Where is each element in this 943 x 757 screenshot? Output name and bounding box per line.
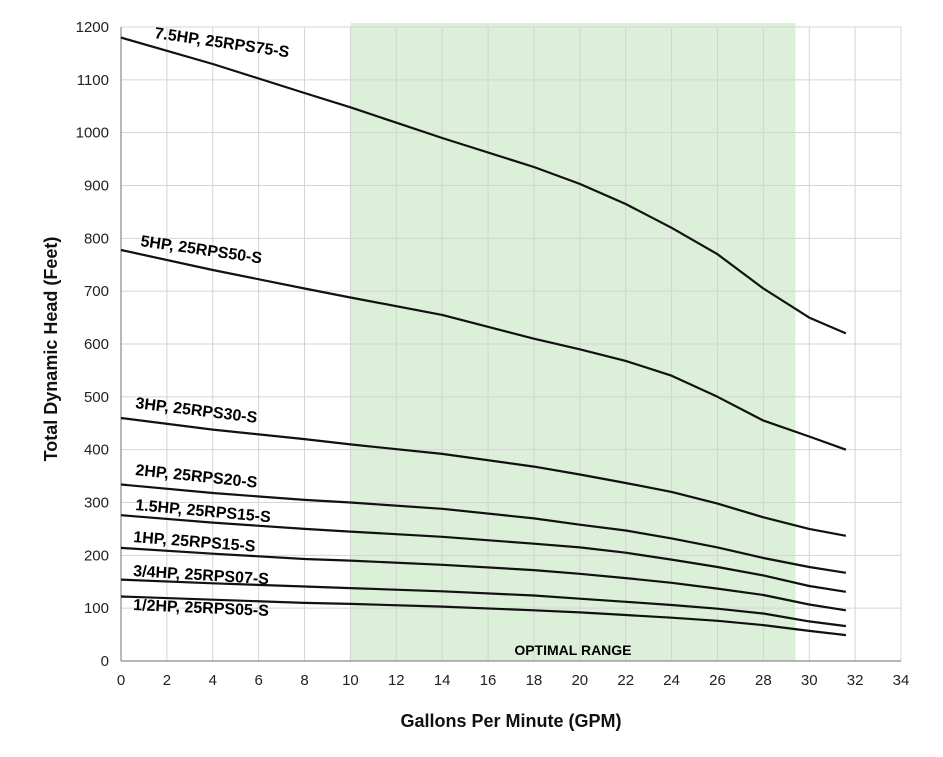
x-tick-label: 30 [801,672,818,689]
y-tick-label: 0 [101,653,109,670]
series-label: 1/2HP, 25RPS05-S [133,597,270,620]
y-tick-label: 700 [84,283,109,300]
series-line [120,248,847,451]
y-tick-label: 1200 [76,19,109,36]
series-label: 7.5HP, 25RPS75-S [153,25,290,61]
y-tick-label: 800 [84,230,109,247]
x-tick-label: 6 [254,672,262,689]
series-line [120,483,847,574]
gridlines [121,26,902,661]
y-tick-label: 300 [84,495,109,512]
series-line [120,416,847,537]
x-tick-label: 28 [755,672,772,689]
x-tick-label: 2 [163,672,171,689]
y-tick-label: 1100 [77,72,109,89]
series-line [120,514,847,593]
x-axis-title: Gallons Per Minute (GPM) [400,711,621,731]
y-axis-title: Total Dynamic Head (Feet) [41,237,61,462]
x-tick-label: 18 [526,672,543,689]
x-tick-label: 12 [388,672,405,689]
series-lines [120,36,847,637]
y-tick-label: 600 [84,336,109,353]
optimal-range-label: OPTIMAL RANGE [514,642,631,658]
x-tick-label: 22 [617,672,634,689]
x-tick-label: 0 [117,672,125,689]
x-tick-label: 10 [342,672,359,689]
y-tick-labels: 0 100 200 300 400 500 600 700 800 900 1000 1100 1200 [76,19,109,670]
axes [120,27,901,662]
x-tick-label: 4 [209,672,217,689]
y-tick-label: 500 [84,389,109,406]
x-tick-labels: 0 2 4 6 8 10 12 14 16 18 20 22 24 26 28 30 32 34 [117,672,910,689]
x-tick-label: 32 [847,672,864,689]
y-tick-label: 900 [84,178,109,195]
x-tick-label: 26 [709,672,726,689]
series-line [120,546,847,612]
x-tick-label: 24 [663,672,680,689]
x-tick-label: 16 [480,672,497,689]
y-tick-label: 400 [84,442,109,459]
x-tick-label: 14 [434,672,451,689]
y-tick-label: 200 [84,547,109,564]
y-tick-label: 1000 [76,125,109,142]
x-tick-label: 20 [571,672,588,689]
x-tick-label: 8 [300,672,308,689]
series-line [120,578,847,628]
series-line [120,595,847,637]
series-label: 3/4HP, 25RPS07-S [133,563,270,588]
x-tick-label: 34 [893,672,910,689]
optimal-range-band [350,23,796,661]
y-tick-label: 100 [84,600,109,617]
series-line [120,36,847,335]
